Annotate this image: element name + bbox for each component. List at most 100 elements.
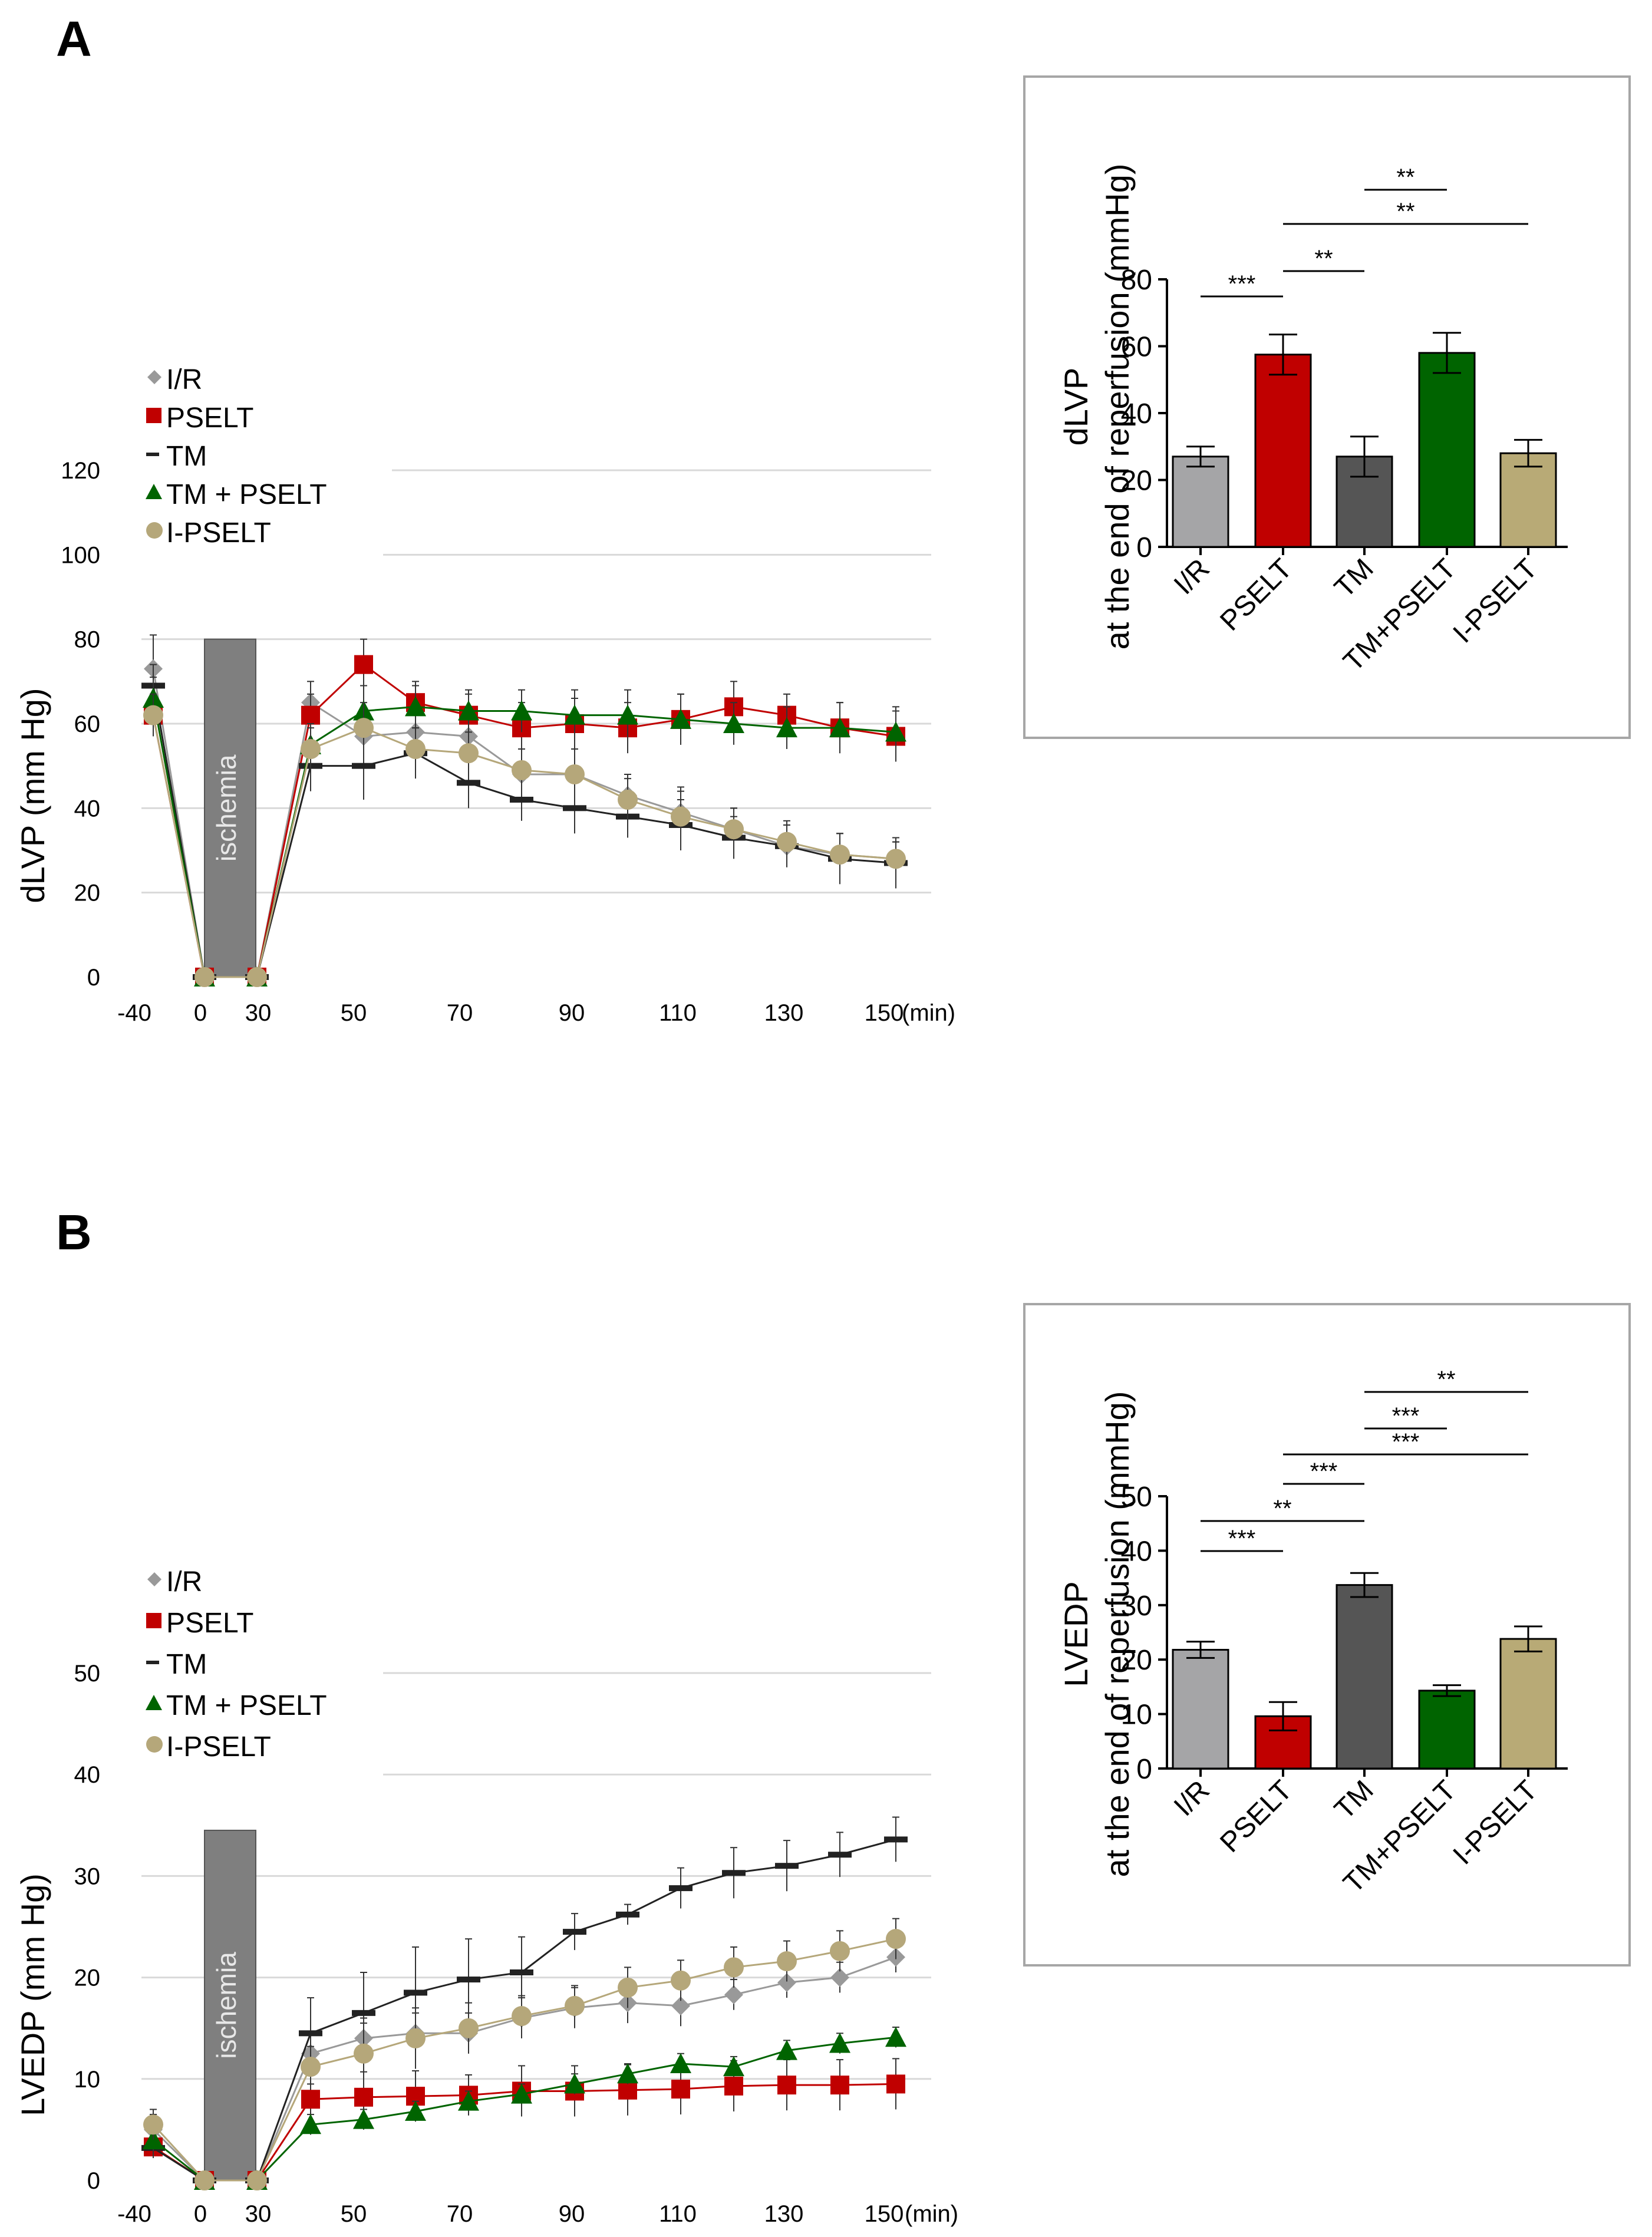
x-tick-label: -40: [117, 1000, 151, 1026]
legend-label: I/R: [166, 364, 202, 395]
data-point: [616, 1911, 639, 1918]
x-tick-label: 50: [341, 1000, 367, 1026]
data-point: [354, 655, 373, 674]
panel-label: B: [56, 1205, 92, 1260]
y-axis-title: dLVP (mm Hg): [14, 688, 51, 903]
data-point: [885, 721, 906, 742]
legend-marker: [146, 1736, 163, 1753]
data-point: [722, 1870, 746, 1876]
x-tick-label: 30: [245, 1000, 272, 1026]
x-tick-label: 110: [659, 1000, 697, 1026]
data-point: [458, 2090, 479, 2111]
ischemia-block: [204, 1829, 256, 2181]
data-point: [723, 2056, 744, 2077]
significance-label: ***: [1228, 1526, 1256, 1552]
data-point: [723, 713, 744, 733]
bar: [1499, 452, 1557, 548]
data-point: [563, 805, 586, 811]
significance-label: **: [1437, 1367, 1455, 1393]
bar-chart-frame: [1023, 1303, 1631, 1967]
data-point: [884, 1836, 908, 1843]
x-tick-label: 50: [341, 2201, 367, 2227]
y-tick-label: 0: [87, 965, 100, 991]
series-pselt: [144, 638, 905, 986]
data-point: [565, 764, 585, 784]
legend-label: I-PSELT: [166, 1731, 271, 1763]
x-tick-label: 70: [447, 2201, 473, 2227]
x-tick-label: 30: [245, 2201, 272, 2227]
significance-label: **: [1314, 246, 1333, 272]
data-point: [512, 2006, 532, 2027]
significance-label: **: [1396, 199, 1414, 225]
data-point: [565, 1995, 585, 2016]
data-point: [511, 2083, 532, 2104]
data-point: [511, 700, 532, 721]
data-point: [724, 819, 744, 840]
data-point: [301, 2090, 320, 2109]
data-point: [457, 780, 480, 786]
data-point: [512, 760, 532, 780]
x-tick-label: 130: [764, 1000, 804, 1026]
y-tick-label: 20: [74, 880, 101, 906]
data-point: [670, 2053, 691, 2073]
legend-label: TM + PSELT: [166, 1690, 327, 1721]
legend-marker: [146, 484, 162, 499]
data-point: [459, 2018, 479, 2038]
data-point: [669, 1885, 693, 1892]
x-tick-label: 90: [559, 1000, 585, 1026]
data-point: [405, 2028, 426, 2048]
legend-marker: [147, 1572, 161, 1586]
legend-label: PSELT: [166, 402, 254, 434]
data-point: [563, 1929, 586, 1935]
legend-marker: [146, 453, 159, 456]
legend-marker: [146, 1661, 159, 1664]
x-tick-label: I/R: [1168, 553, 1216, 601]
y-tick-label: 60: [1121, 332, 1152, 363]
data-point: [564, 704, 585, 725]
series-i-r: [144, 634, 905, 986]
x-tick-label: 0: [194, 1000, 207, 1026]
data-point: [618, 790, 638, 810]
legend-label: I/R: [166, 1566, 202, 1598]
x-tick-label: I-PSELT: [1447, 1774, 1544, 1870]
lvedp-end-of-reperfusion-bar-chart: LVEDP at the end of reperfusion (mmHg) 0…: [1023, 1303, 1631, 1967]
x-tick-label: I/R: [1168, 1774, 1216, 1822]
data-point: [777, 2076, 796, 2095]
y-tick-label: 20: [1121, 1645, 1152, 1676]
data-point: [194, 2170, 215, 2190]
bar-y-title-line1: dLVP: [1057, 368, 1094, 446]
legend-label: PSELT: [166, 1608, 254, 1639]
legend-label: TM: [166, 1649, 207, 1680]
data-point: [885, 2027, 906, 2047]
significance-label: **: [1396, 164, 1414, 190]
data-point: [352, 763, 375, 769]
significance-label: ***: [1228, 271, 1256, 297]
data-point: [886, 2074, 905, 2094]
data-point: [301, 705, 320, 725]
data-point: [777, 832, 797, 852]
legend-label: TM: [166, 441, 207, 472]
data-point: [458, 700, 479, 721]
legend-marker: [146, 1695, 162, 1710]
data-point: [510, 1969, 533, 1975]
data-point: [777, 1973, 796, 1992]
data-point: [830, 844, 850, 865]
bar: [1418, 352, 1476, 548]
significance-label: **: [1273, 1496, 1291, 1522]
x-axis-unit: (min): [905, 2201, 958, 2227]
x-tick-label: 130: [764, 2201, 804, 2227]
x-axis-unit: (min): [902, 1000, 955, 1026]
x-tick-label: PSELT: [1214, 1774, 1298, 1858]
bar: [1254, 354, 1312, 548]
data-point: [564, 2073, 585, 2094]
x-tick-label: 0: [194, 2201, 207, 2227]
data-point: [828, 1852, 852, 1858]
x-tick-label: -40: [117, 2201, 151, 2227]
y-tick-label: 40: [74, 1762, 101, 1788]
panel-b: B LVEDP (mm Hg) (min) ischemia 0 10 20 30 40…: [14, 1205, 1631, 2227]
data-point: [724, 2076, 743, 2096]
data-point: [301, 2057, 321, 2077]
bar: [1172, 1649, 1229, 1770]
data-point: [671, 2080, 690, 2099]
